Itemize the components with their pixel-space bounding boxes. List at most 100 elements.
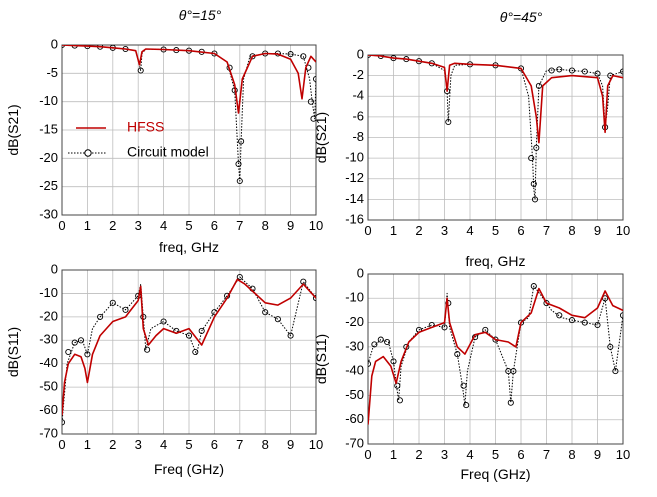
circuit-model-marker: [312, 75, 316, 83]
y-tick-label: -60: [345, 411, 364, 426]
x-tick-label: 3: [135, 437, 142, 452]
y-tick-label: -10: [345, 290, 364, 305]
series-line-hfss: [62, 278, 316, 416]
x-tick-label: 0: [58, 218, 65, 233]
x-tick-label: 8: [262, 218, 269, 233]
plot-s21-theta15: 0 1 2 3 4 5 6 7 8 9 10 0 -5 -10 -15 -20 -25 -30 freq, GHz d…: [5, 7, 323, 255]
x-tick-label: 3: [135, 218, 142, 233]
circuit-model-marker: [287, 51, 294, 58]
y-tick-label: -6: [352, 108, 364, 123]
x-tick-label: 8: [568, 447, 575, 462]
plot-frame: [367, 54, 624, 221]
y-tick-label: 0: [357, 46, 364, 61]
x-tick-label: 0: [364, 447, 371, 462]
x-tick-label: 8: [568, 223, 575, 238]
y-tick-label: -60: [39, 402, 58, 417]
y-tick-label: -5: [46, 65, 58, 80]
circuit-model-marker: [507, 399, 514, 406]
circuit-model-marker: [556, 66, 563, 73]
x-axis-label: Freq (GHz): [461, 466, 531, 482]
legend-label-hfss: HFSS: [127, 119, 164, 135]
x-tick-label: 9: [287, 218, 294, 233]
circuit-model-marker: [185, 332, 193, 339]
x-tick-label: 4: [160, 218, 167, 233]
x-tick-label: 7: [543, 447, 550, 462]
x-axis-label: Freq (GHz): [154, 461, 224, 477]
circuit-model-marker: [137, 67, 144, 74]
circuit-model-marker: [594, 321, 601, 329]
plot-s11-theta45: 0 1 2 3 4 5 6 7 8 9 10 0 -10 -20 -30 -40 -50 -60 -70 Freq (…: [313, 265, 630, 482]
y-tick-label: -4: [352, 88, 364, 103]
circuit-model-marker: [377, 336, 384, 343]
x-tick-label: 5: [185, 437, 192, 452]
circuit-model-marker: [144, 346, 151, 353]
y-tick-label: -30: [345, 338, 364, 353]
series-line-circuit-model: [62, 276, 316, 423]
circuit-model-marker: [71, 339, 78, 346]
y-tick-label: -40: [39, 355, 58, 370]
circuit-model-marker: [543, 300, 550, 307]
circuit-model-marker: [238, 138, 245, 145]
circuit-model-marker: [262, 309, 269, 316]
circuit-model-marker: [109, 299, 116, 306]
circuit-model-marker: [236, 177, 243, 185]
x-tick-label: 7: [236, 218, 243, 233]
plot-s11-theta15: 0 1 2 3 4 5 6 7 8 9 10 0 -10 -20 -30 -40 -50 -60 -70 Freq (…: [5, 261, 323, 477]
circuit-model-marker: [300, 53, 307, 60]
x-tick-label: 1: [390, 223, 397, 238]
x-tick-label: 7: [236, 437, 243, 452]
circuit-model-marker: [235, 160, 242, 168]
y-tick-label: -70: [345, 435, 364, 450]
circuit-model-marker: [371, 341, 378, 348]
circuit-model-marker: [384, 338, 391, 346]
circuit-model-marker: [160, 318, 167, 325]
x-tick-label: 8: [262, 437, 269, 452]
circuit-model-marker: [77, 337, 85, 344]
circuit-model-marker: [62, 419, 66, 426]
series-line-hfss: [368, 55, 623, 144]
y-tick-label: -10: [345, 150, 364, 165]
chart-title: θ°=45°: [500, 9, 543, 25]
x-tick-label: 2: [109, 218, 116, 233]
plot-frame: [61, 44, 317, 216]
y-tick-label: -2: [352, 67, 364, 82]
circuit-model-marker: [556, 312, 563, 319]
x-tick-label: 6: [517, 447, 524, 462]
circuit-model-marker: [535, 82, 542, 89]
circuit-model-marker: [236, 273, 243, 281]
y-tick-label: -20: [345, 314, 364, 329]
y-tick-label: -20: [39, 150, 58, 165]
x-tick-label: 9: [287, 437, 294, 452]
circuit-model-marker: [568, 317, 576, 324]
circuit-model-marker: [463, 402, 470, 409]
y-tick-label: 0: [357, 265, 364, 280]
circuit-model-marker: [454, 351, 461, 358]
plot-frame: [61, 269, 317, 435]
y-tick-label: -12: [345, 170, 364, 185]
series-line-hfss: [62, 45, 316, 114]
circuit-model-marker: [594, 70, 601, 77]
circuit-model-marker: [619, 312, 623, 319]
x-tick-label: 4: [160, 437, 167, 452]
x-tick-label: 2: [415, 447, 422, 462]
circuit-model-marker: [312, 295, 316, 302]
series-line-hfss: [368, 287, 623, 425]
circuit-model-marker: [65, 348, 72, 356]
x-tick-label: 6: [211, 437, 218, 452]
y-tick-label: -10: [39, 93, 58, 108]
circuit-model-marker: [445, 118, 452, 126]
circuit-model-marker: [390, 358, 397, 365]
x-tick-label: 1: [390, 447, 397, 462]
y-tick-label: -15: [39, 121, 58, 136]
y-tick-label: -50: [345, 387, 364, 402]
circuit-model-marker: [122, 306, 129, 313]
circuit-model-marker: [192, 348, 199, 356]
circuit-model-marker: [460, 382, 467, 389]
x-tick-label: 4: [466, 447, 473, 462]
x-tick-label: 10: [309, 437, 323, 452]
y-tick-label: -14: [345, 191, 364, 206]
circuit-model-marker: [531, 196, 539, 203]
circuit-model-marker: [530, 180, 537, 187]
circuit-model-marker: [612, 368, 619, 375]
y-tick-label: -25: [39, 178, 58, 193]
